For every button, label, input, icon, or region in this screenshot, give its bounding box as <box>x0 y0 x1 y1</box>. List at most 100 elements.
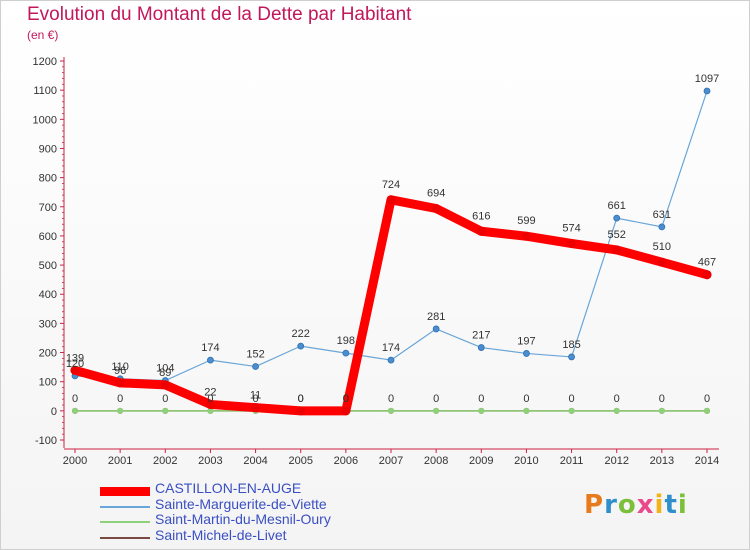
data-label: 0 <box>704 393 710 405</box>
x-tick-label: 2014 <box>695 455 719 467</box>
data-point <box>162 407 169 414</box>
logo-letter: o <box>617 490 637 520</box>
y-tick-label: 300 <box>39 318 57 330</box>
data-label: 574 <box>562 223 580 235</box>
data-label: 89 <box>159 367 171 379</box>
data-label: 217 <box>472 330 490 342</box>
y-tick-label: 900 <box>39 143 57 155</box>
x-tick-label: 2008 <box>424 455 448 467</box>
chart-unit: (en €) <box>27 28 59 42</box>
data-label: 467 <box>698 257 716 269</box>
data-label: 198 <box>337 335 355 347</box>
legend-swatch <box>100 537 150 539</box>
data-point <box>387 356 395 364</box>
data-point <box>207 407 214 414</box>
logo-letter: i <box>654 490 665 520</box>
y-tick-label: 600 <box>39 231 57 243</box>
chart-title: Evolution du Montant de la Dette par Hab… <box>27 4 412 25</box>
x-tick-label: 2007 <box>379 455 403 467</box>
data-point <box>703 87 711 95</box>
data-label: 96 <box>114 365 126 377</box>
data-point <box>658 407 665 414</box>
data-label: 174 <box>201 342 219 354</box>
y-tick-label: 100 <box>39 377 57 389</box>
legend-label: Saint-Michel-de-Livet <box>155 527 287 543</box>
data-label: 0 <box>659 393 665 405</box>
x-tick-label: 2009 <box>469 455 493 467</box>
y-tick-label: 0 <box>51 406 57 418</box>
axes: -100010020030040050060070080090010001100… <box>33 56 720 467</box>
data-point <box>702 270 712 280</box>
data-label: 724 <box>382 179 400 191</box>
y-tick-label: 700 <box>39 202 57 214</box>
data-point <box>476 226 486 236</box>
data-label: 222 <box>292 328 310 340</box>
data-label: 0 <box>343 393 349 405</box>
data-point <box>251 403 261 413</box>
data-label: 0 <box>162 393 168 405</box>
logo-letter: r <box>604 490 618 520</box>
x-tick-label: 2013 <box>650 455 674 467</box>
y-tick-label: 500 <box>39 260 57 272</box>
legend-swatch <box>100 521 150 523</box>
data-point <box>117 407 124 414</box>
data-label: 104 <box>156 363 174 375</box>
data-label: 0 <box>614 393 620 405</box>
data-label: 510 <box>653 241 671 253</box>
legend-swatch <box>100 486 150 496</box>
logo-letter: i <box>677 490 688 520</box>
data-label: 120 <box>66 358 84 370</box>
data-point <box>431 204 441 214</box>
y-tick-label: 400 <box>39 289 57 301</box>
data-point <box>567 239 577 249</box>
data-label: 197 <box>517 335 535 347</box>
x-tick-label: 2010 <box>514 455 538 467</box>
data-label: 661 <box>608 200 626 212</box>
data-label: 0 <box>298 393 304 405</box>
data-label: 599 <box>517 215 535 227</box>
data-point <box>658 223 666 231</box>
data-point <box>160 380 170 390</box>
data-label: 616 <box>472 210 490 222</box>
x-tick-label: 2001 <box>108 455 132 467</box>
data-label: 0 <box>298 393 304 405</box>
data-label: 694 <box>427 188 445 200</box>
data-label: 139 <box>66 352 84 364</box>
data-label: 1097 <box>695 73 719 85</box>
data-point <box>613 407 620 414</box>
x-tick-label: 2006 <box>334 455 358 467</box>
legend-swatch <box>100 506 150 508</box>
data-label: 22 <box>204 386 216 398</box>
y-tick-label: 1100 <box>33 85 57 97</box>
data-point <box>433 407 440 414</box>
data-label: 0 <box>207 393 213 405</box>
data-point <box>115 378 125 388</box>
data-label: 281 <box>427 311 445 323</box>
data-point <box>478 407 485 414</box>
data-point <box>612 245 622 255</box>
data-label: 0 <box>433 393 439 405</box>
data-label: 552 <box>608 229 626 241</box>
data-label: 110 <box>111 361 129 373</box>
logo-letter: t <box>664 490 678 520</box>
data-point <box>523 407 530 414</box>
x-tick-label: 2002 <box>153 455 177 467</box>
data-point <box>568 353 575 361</box>
y-tick-label: 200 <box>39 348 57 360</box>
data-label: 631 <box>653 209 671 221</box>
data-point <box>72 407 78 414</box>
x-tick-label: 2004 <box>243 455 267 467</box>
data-point <box>70 365 80 375</box>
data-label: 0 <box>343 393 349 405</box>
series-lines <box>70 87 712 416</box>
x-tick-label: 2000 <box>63 455 87 467</box>
data-point <box>613 214 621 222</box>
y-tick-label: -100 <box>35 435 57 447</box>
data-point <box>207 356 214 364</box>
data-point <box>432 325 440 333</box>
data-point <box>704 407 710 414</box>
proxiti-logo: Proxiti <box>584 490 688 520</box>
data-point <box>296 406 306 416</box>
legend-label: Saint-Martin-du-Mesnil-Oury <box>155 511 331 527</box>
data-point <box>342 349 350 357</box>
